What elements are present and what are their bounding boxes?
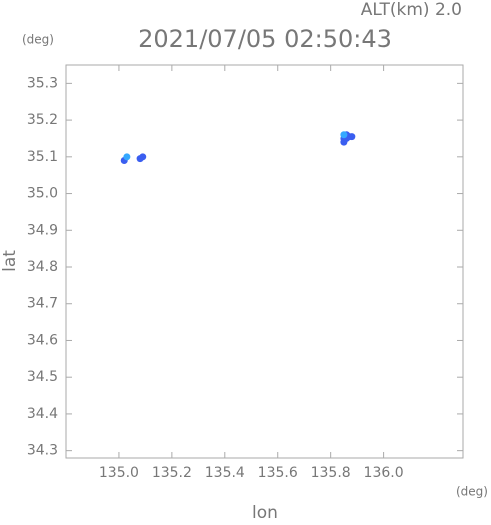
y-tick-label: 35.2 — [27, 112, 58, 128]
y-tick-label: 34.7 — [27, 296, 58, 312]
x-tick-label: 135.0 — [99, 465, 139, 481]
x-axis-label: lon — [252, 503, 278, 521]
y-tick-label: 35.1 — [27, 149, 58, 165]
y-unit: (deg) — [22, 33, 54, 47]
y-tick-label: 34.8 — [27, 259, 58, 275]
x-tick-label: 135.4 — [205, 465, 245, 481]
x-tick-label: 136.0 — [364, 465, 404, 481]
x-tick-label: 135.6 — [258, 465, 298, 481]
echo-point — [340, 131, 348, 139]
y-tick-label: 34.6 — [27, 332, 58, 348]
y-axis-label: lat — [0, 250, 20, 272]
y-tick-label: 34.5 — [27, 369, 58, 385]
echo-point — [139, 153, 147, 161]
echo-point — [348, 133, 356, 141]
altitude-label: ALT(km) 2.0 — [361, 0, 462, 20]
y-tick-label: 34.4 — [27, 406, 58, 422]
plot-frame — [65, 64, 464, 459]
x-tick-label: 135.8 — [311, 465, 351, 481]
y-tick-label: 34.9 — [27, 222, 58, 238]
x-tick-label: 135.2 — [152, 465, 192, 481]
y-tick-label: 35.0 — [27, 186, 58, 202]
x-unit: (deg) — [456, 485, 488, 499]
y-tick-label: 34.3 — [27, 443, 58, 459]
chart-title: 2021/07/05 02:50:43 — [138, 25, 392, 53]
echo-point — [123, 153, 131, 161]
y-tick-label: 35.3 — [27, 75, 58, 91]
